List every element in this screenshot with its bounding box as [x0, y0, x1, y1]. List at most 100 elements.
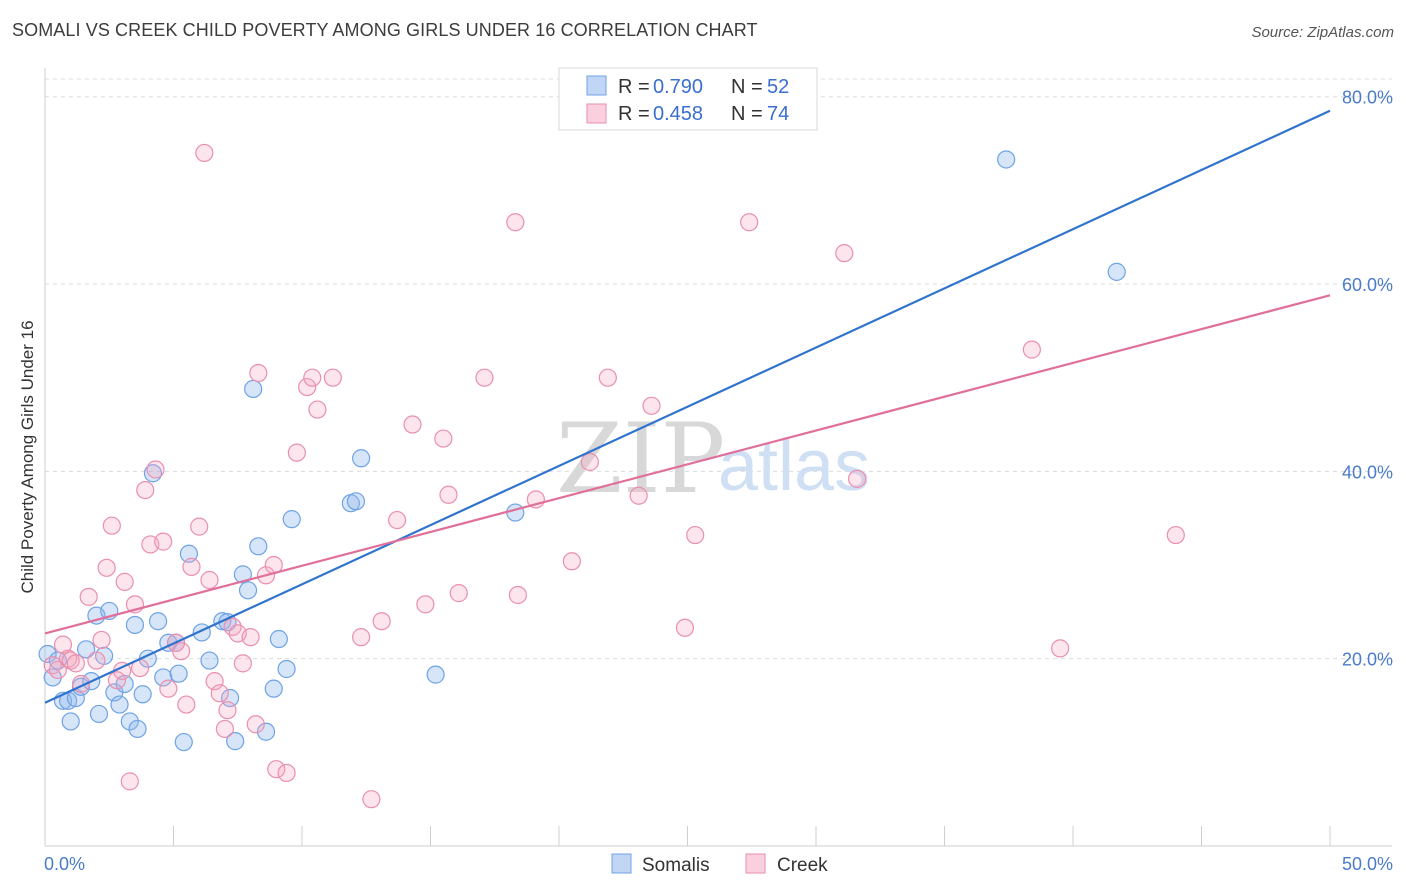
creek-point [177, 695, 196, 714]
creek-point [740, 213, 759, 232]
creek-point [267, 760, 286, 779]
creek-point [159, 679, 178, 698]
creek-point [675, 618, 695, 637]
somali-point [264, 679, 283, 698]
creek-point [53, 635, 73, 654]
creek-point [308, 400, 327, 419]
somali-point [133, 685, 152, 704]
somali-point [61, 712, 80, 731]
creek-point [372, 612, 391, 631]
somali-point [256, 722, 276, 741]
creek-point [835, 244, 854, 263]
bottom-legend-swatch-somali [611, 853, 632, 874]
creek-point [416, 595, 435, 614]
somali-point [120, 712, 139, 731]
creek-point [66, 654, 85, 673]
legend-r-value-somali: 0.790 [653, 76, 703, 98]
somali-point [506, 503, 525, 522]
creek-point [642, 396, 661, 415]
watermark-atlas: atlas [718, 426, 870, 506]
creek-point [580, 452, 599, 472]
somali-point [77, 640, 96, 659]
creek-point [1022, 340, 1041, 359]
creek-point [562, 552, 581, 571]
somali-point [352, 449, 371, 468]
y-tick-labels: 20.0% 40.0% 60.0% 80.0% [1342, 88, 1393, 670]
creek-point [172, 642, 191, 661]
legend-swatch-creek [586, 103, 607, 124]
creek-point [241, 628, 260, 647]
creek-point [249, 363, 268, 383]
legend-n-label-creek: N = [731, 103, 763, 125]
somali-point [89, 704, 109, 724]
source-label: Source: ZipAtlas.com [1251, 24, 1394, 41]
trend-lines [44, 109, 1331, 704]
somali-point [125, 615, 145, 635]
legend-n-value-creek: 74 [767, 103, 789, 125]
creek-point [629, 486, 648, 505]
bottom-legend-label-somali: Somalis [642, 855, 710, 876]
creek-point [97, 558, 116, 577]
somali-point [148, 612, 168, 631]
creek-point [218, 701, 237, 720]
somali-point [269, 629, 288, 649]
y-tick-label: 20.0% [1342, 650, 1393, 670]
bottom-legend: Somalis Creek [611, 853, 828, 876]
creek-point [200, 570, 219, 590]
creek-point [277, 763, 296, 783]
somali-point [249, 537, 268, 556]
chart-title: SOMALI VS CREEK CHILD POVERTY AMONG GIRL… [12, 20, 758, 40]
x-tick-label: 50.0% [1342, 854, 1393, 874]
somali-point [154, 668, 173, 687]
creek-point [61, 651, 80, 670]
somali-point [282, 510, 301, 529]
creek-point [362, 790, 381, 809]
creek-point [107, 671, 127, 690]
somali-point [244, 379, 263, 399]
somali-point [110, 695, 129, 714]
legend-r-label-somali: R = [618, 76, 650, 98]
watermark-zip: ZIP [556, 403, 725, 515]
creek-trend-line [44, 294, 1331, 635]
creek-point [387, 510, 407, 530]
axes [44, 68, 1392, 847]
somali-point [238, 581, 258, 600]
legend-n-value-somali: 52 [767, 76, 789, 98]
creek-point [848, 469, 867, 488]
somali-point [200, 651, 219, 670]
creek-point [475, 368, 494, 387]
creek-point [87, 651, 106, 670]
somali-points [38, 150, 1126, 752]
creek-point [506, 213, 525, 232]
creek-point [182, 557, 201, 576]
somali-point [1107, 262, 1126, 281]
somali-point [426, 665, 445, 684]
y-tick-label: 80.0% [1342, 88, 1393, 108]
bottom-legend-label-creek: Creek [777, 855, 828, 876]
creek-point [233, 654, 252, 673]
somali-point [38, 644, 57, 664]
somali-point [277, 659, 296, 679]
creek-point [79, 587, 98, 606]
somali-point [226, 732, 245, 751]
creek-point [352, 628, 371, 647]
creek-point [686, 525, 705, 545]
legend-n-label-somali: N = [731, 76, 763, 98]
creek-point [434, 429, 453, 448]
somali-point [346, 492, 366, 511]
creek-point [287, 443, 306, 462]
creek-point [323, 368, 342, 387]
creek-point [1051, 639, 1070, 658]
creek-points [43, 143, 1185, 809]
creek-point [303, 368, 322, 387]
somali-point [997, 150, 1016, 169]
creek-point [508, 585, 527, 605]
creek-point [146, 460, 165, 479]
creek-point [102, 516, 121, 535]
y-axis-title: Child Poverty Among Girls Under 16 [18, 320, 37, 593]
legend-r-value-creek: 0.458 [653, 103, 703, 125]
creek-point [120, 772, 139, 791]
creek-point [598, 368, 617, 387]
creek-point [246, 715, 265, 734]
